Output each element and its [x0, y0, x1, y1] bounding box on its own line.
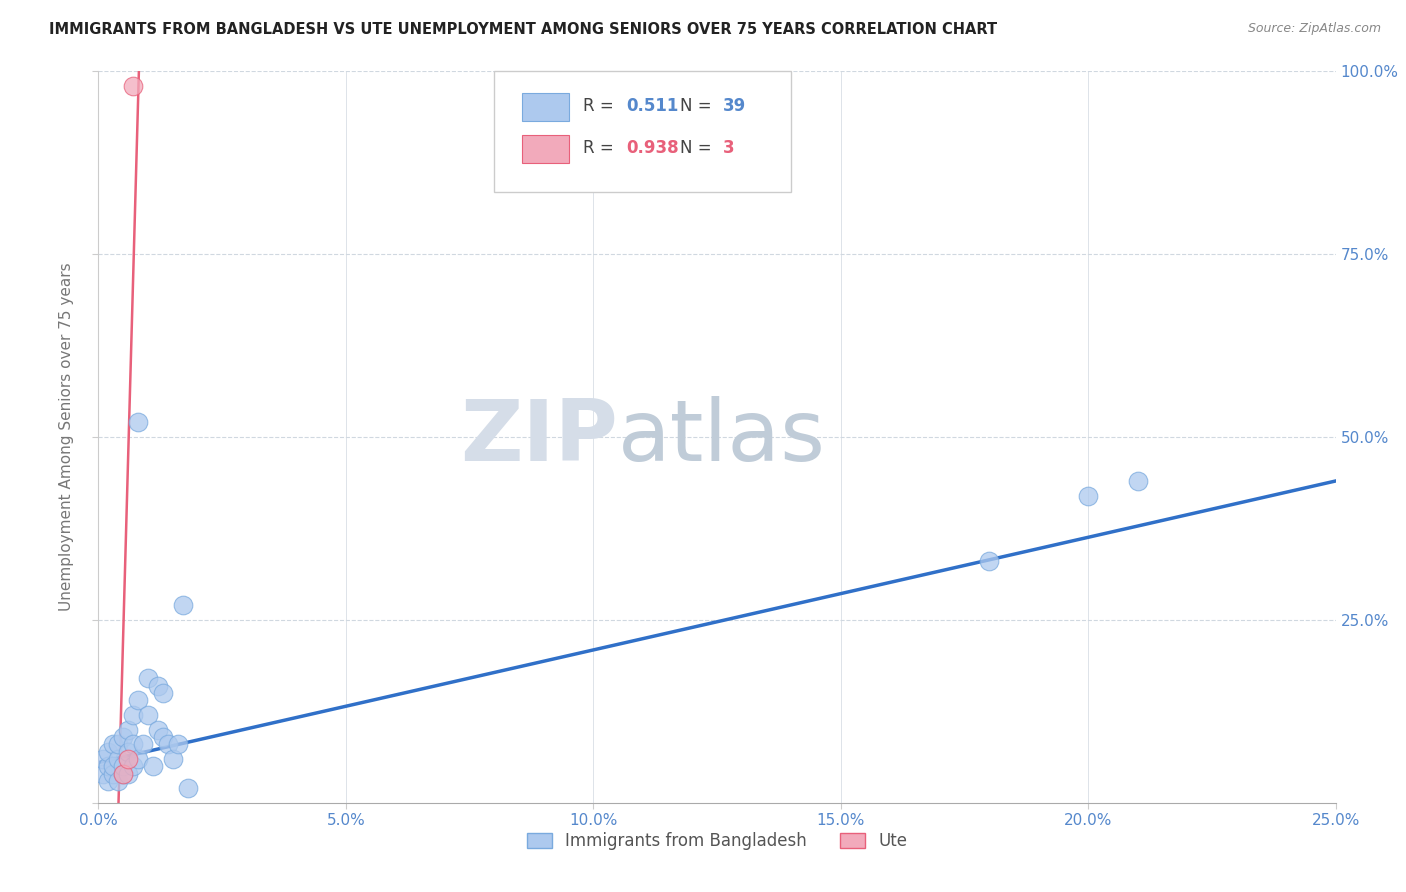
Point — [122, 78, 145, 93]
Point — [112, 759, 135, 773]
Point — [107, 737, 129, 751]
Point — [979, 554, 1001, 568]
Text: 3: 3 — [723, 139, 735, 157]
Point — [103, 737, 125, 751]
Point — [117, 745, 139, 759]
Point — [127, 416, 149, 430]
Point — [112, 766, 135, 780]
Point — [93, 766, 115, 780]
Point — [146, 723, 169, 737]
Point — [107, 773, 129, 788]
Point — [127, 752, 149, 766]
Text: 0.938: 0.938 — [627, 139, 679, 157]
Point — [107, 752, 129, 766]
Text: Source: ZipAtlas.com: Source: ZipAtlas.com — [1247, 22, 1381, 36]
Point — [176, 781, 198, 796]
Legend: Immigrants from Bangladesh, Ute: Immigrants from Bangladesh, Ute — [520, 825, 914, 856]
Point — [142, 759, 165, 773]
Point — [122, 708, 145, 723]
FancyBboxPatch shape — [495, 71, 792, 192]
Y-axis label: Unemployment Among Seniors over 75 years: Unemployment Among Seniors over 75 years — [59, 263, 75, 611]
Point — [117, 766, 139, 780]
Point — [146, 679, 169, 693]
Point — [1077, 489, 1099, 503]
Point — [162, 752, 184, 766]
Text: atlas: atlas — [619, 395, 827, 479]
Point — [117, 723, 139, 737]
Point — [152, 686, 174, 700]
Point — [136, 672, 159, 686]
Point — [132, 737, 155, 751]
Point — [97, 773, 120, 788]
Point — [112, 730, 135, 744]
Point — [127, 693, 149, 707]
Point — [103, 759, 125, 773]
Point — [1126, 474, 1149, 488]
Point — [93, 752, 115, 766]
Point — [152, 730, 174, 744]
Text: N =: N = — [681, 139, 717, 157]
Point — [172, 599, 194, 613]
Point — [112, 766, 135, 780]
Text: 0.511: 0.511 — [627, 97, 679, 115]
Point — [117, 752, 139, 766]
Text: R =: R = — [583, 97, 620, 115]
Text: R =: R = — [583, 139, 620, 157]
Text: 39: 39 — [723, 97, 747, 115]
Point — [97, 759, 120, 773]
Point — [166, 737, 188, 751]
Text: ZIP: ZIP — [460, 395, 619, 479]
Text: N =: N = — [681, 97, 717, 115]
Point — [122, 759, 145, 773]
Point — [103, 766, 125, 780]
Text: IMMIGRANTS FROM BANGLADESH VS UTE UNEMPLOYMENT AMONG SENIORS OVER 75 YEARS CORRE: IMMIGRANTS FROM BANGLADESH VS UTE UNEMPL… — [49, 22, 997, 37]
Point — [136, 708, 159, 723]
Point — [122, 737, 145, 751]
FancyBboxPatch shape — [522, 94, 568, 121]
Point — [156, 737, 179, 751]
FancyBboxPatch shape — [522, 135, 568, 163]
Point — [97, 745, 120, 759]
